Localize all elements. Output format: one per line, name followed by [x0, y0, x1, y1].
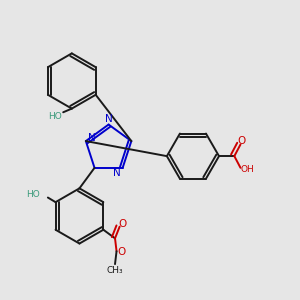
Text: O: O	[118, 219, 126, 229]
Text: O: O	[238, 136, 246, 146]
Text: O: O	[117, 247, 126, 256]
Text: HO: HO	[48, 112, 62, 121]
Text: N: N	[113, 168, 121, 178]
Text: N: N	[88, 133, 96, 143]
Text: OH: OH	[241, 164, 255, 173]
Text: CH₃: CH₃	[107, 266, 123, 275]
Text: HO: HO	[27, 190, 40, 199]
Text: N: N	[105, 114, 113, 124]
